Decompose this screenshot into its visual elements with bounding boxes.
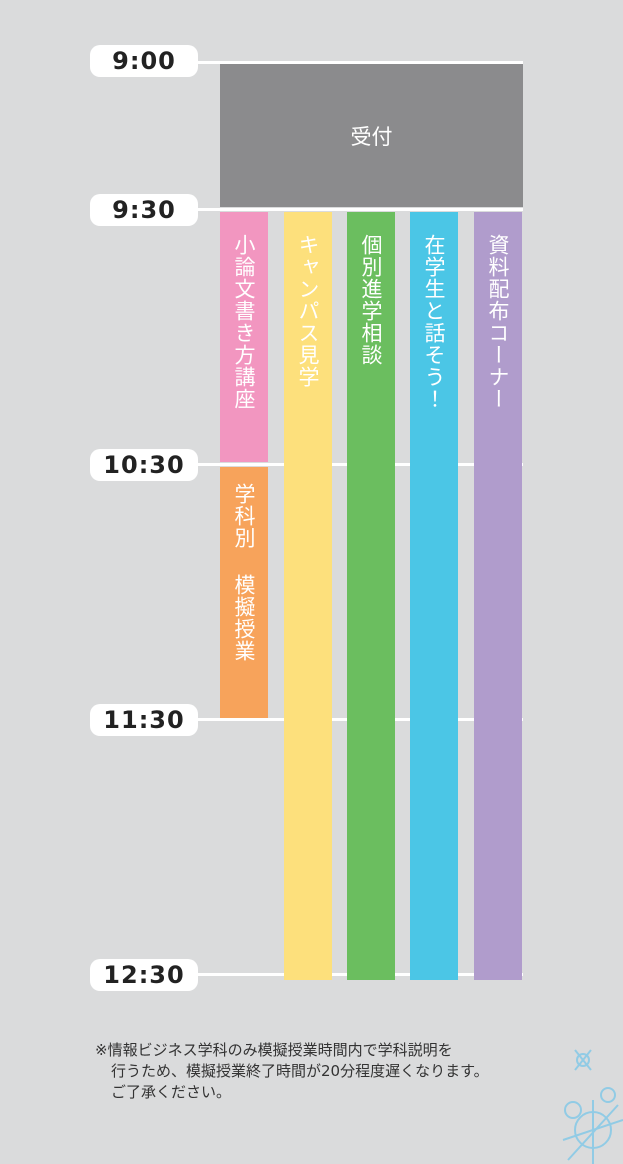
session-block: 学科別 模擬授業 xyxy=(220,467,268,718)
note-line: 行うため、模擬授業終了時間が20分程度遅くなります。 xyxy=(111,1062,489,1080)
reception-label: 受付 xyxy=(350,124,393,149)
time-label: 10:30 xyxy=(90,449,198,481)
note-line: ご了承ください。 xyxy=(111,1083,232,1101)
session-label: 資料配布コーナー xyxy=(486,234,510,410)
time-label: 9:00 xyxy=(90,45,198,77)
note: ※情報ビジネス学科のみ模擬授業時間内で学科説明を 行うため、模擬授業終了時間が2… xyxy=(95,1040,489,1103)
time-line xyxy=(196,61,523,64)
session-block: 在学生と話そう！ xyxy=(410,212,458,980)
session-label: キャンパス見学 xyxy=(296,234,320,388)
session-label: 在学生と話そう！ xyxy=(422,234,446,410)
time-label: 12:30 xyxy=(90,959,198,991)
snowflake-decoration xyxy=(562,1049,623,1164)
time-label: 9:30 xyxy=(90,194,198,226)
session-label: 小論文書き方講座 xyxy=(232,234,256,410)
session-block: キャンパス見学 xyxy=(284,212,332,980)
time-line xyxy=(196,208,523,211)
time-label: 11:30 xyxy=(90,704,198,736)
session-block: 個別進学相談 xyxy=(347,212,395,980)
reception-block: 受付 xyxy=(220,64,523,207)
session-label: 学科別 模擬授業 xyxy=(232,483,256,662)
note-line: ※情報ビジネス学科のみ模擬授業時間内で学科説明を xyxy=(95,1041,453,1059)
session-block: 小論文書き方講座 xyxy=(220,212,268,462)
session-block: 資料配布コーナー xyxy=(474,212,522,980)
session-label: 個別進学相談 xyxy=(359,234,383,366)
